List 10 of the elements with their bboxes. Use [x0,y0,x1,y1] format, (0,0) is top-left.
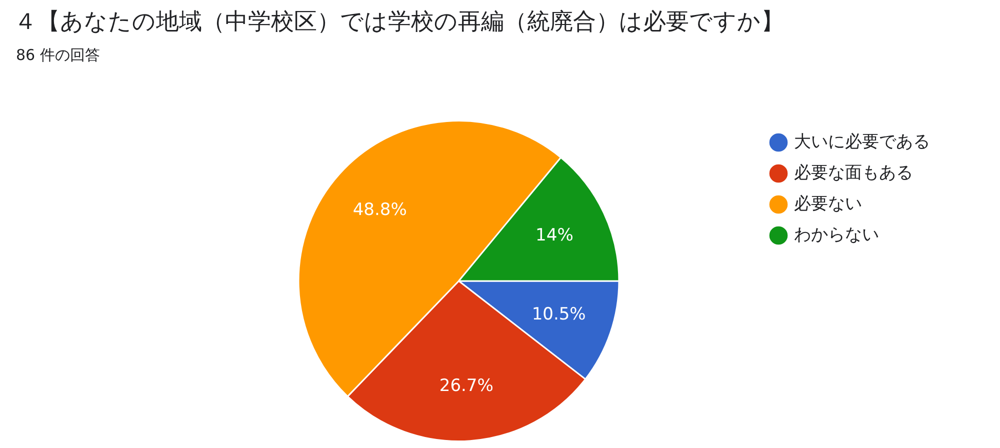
text: 86 件の回答 [16,46,100,65]
data-label: 48.8% [352,200,407,220]
legend-label: 大いに必要である [794,132,930,152]
chart-title: ４【あなたの地域（中学校区）では学校の再編（統廃合）は必要ですか】 [14,8,784,37]
data-label: 26.7% [439,376,494,396]
legend-label: 必要ない [794,194,862,214]
data-label: 14% [536,225,574,246]
legend-label: 必要な面もある [794,162,913,183]
legend-label: わからない [794,224,879,245]
data-label: 10.5% [532,304,586,325]
